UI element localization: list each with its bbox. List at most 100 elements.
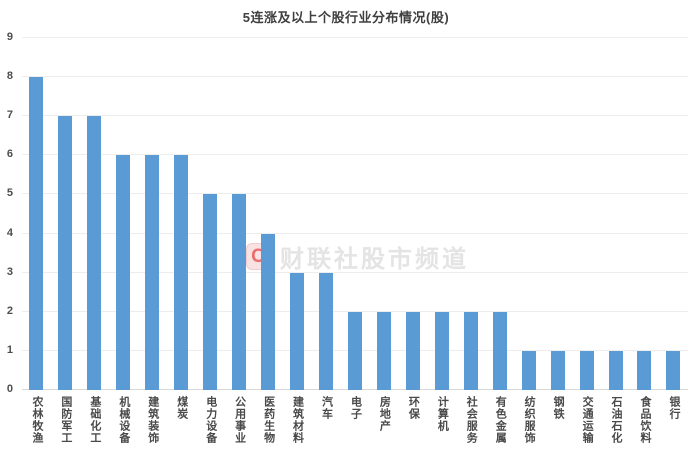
x-axis-category-label: 环保 bbox=[407, 396, 420, 420]
bar-slot: 银行 bbox=[659, 38, 688, 444]
bar-slot: 农林牧渔 bbox=[22, 38, 51, 444]
y-axis-tick-label: 7 bbox=[6, 109, 13, 122]
y-axis-tick-label: 1 bbox=[6, 343, 13, 356]
bar-area bbox=[463, 38, 478, 390]
bar-slot: 钢铁 bbox=[543, 38, 572, 444]
y-axis-tick-label: 6 bbox=[6, 148, 13, 161]
bar-area bbox=[666, 38, 681, 390]
y-axis-tick-label: 5 bbox=[6, 187, 13, 200]
bar-slot: 建筑材料 bbox=[283, 38, 312, 444]
bar-area bbox=[492, 38, 507, 390]
bar bbox=[550, 350, 565, 390]
bar-area bbox=[376, 38, 391, 390]
x-axis-category-label: 银行 bbox=[667, 396, 680, 420]
bar-area bbox=[58, 38, 73, 390]
bar bbox=[145, 155, 160, 390]
y-axis-tick-label: 4 bbox=[6, 226, 13, 239]
x-axis-category-label: 交通运输 bbox=[581, 396, 594, 444]
x-axis-category-label: 石油石化 bbox=[610, 396, 623, 444]
bar-slot: 基础化工 bbox=[80, 38, 109, 444]
bar-slot: 建筑装饰 bbox=[138, 38, 167, 444]
x-axis-category-label: 食品饮料 bbox=[638, 396, 651, 444]
bar-area bbox=[579, 38, 594, 390]
bar-area bbox=[261, 38, 276, 390]
bar-area bbox=[608, 38, 623, 390]
bar-area bbox=[434, 38, 449, 390]
x-axis-category-label: 煤炭 bbox=[175, 396, 188, 420]
gridline bbox=[22, 115, 688, 117]
y-axis-tick-label: 0 bbox=[6, 383, 13, 395]
gridline bbox=[22, 154, 688, 156]
x-axis-category-label: 国防军工 bbox=[59, 396, 72, 444]
bar-area bbox=[550, 38, 565, 390]
bar bbox=[29, 77, 44, 390]
x-axis-category-label: 基础化工 bbox=[88, 396, 101, 444]
bar-slot: 环保 bbox=[398, 38, 427, 444]
gridline bbox=[22, 310, 688, 312]
bar bbox=[637, 350, 652, 390]
bar-slot: 国防军工 bbox=[51, 38, 80, 444]
bar-slot: 有色金属 bbox=[485, 38, 514, 444]
x-axis-category-label: 有色金属 bbox=[494, 396, 507, 444]
bar bbox=[174, 155, 189, 390]
x-axis-category-label: 房地产 bbox=[378, 396, 391, 432]
x-axis-category-label: 机械设备 bbox=[117, 396, 130, 444]
bar bbox=[319, 272, 333, 390]
x-axis-category-label: 钢铁 bbox=[552, 396, 565, 420]
bar-area bbox=[521, 38, 536, 390]
x-axis-category-label: 电力设备 bbox=[204, 396, 217, 444]
gridline bbox=[22, 193, 688, 195]
x-axis-category-label: 计算机 bbox=[436, 396, 449, 432]
bar-area bbox=[319, 38, 333, 390]
gridline bbox=[22, 271, 688, 273]
bar bbox=[521, 350, 536, 390]
gridline bbox=[22, 232, 688, 234]
bar-slot: 食品饮料 bbox=[630, 38, 659, 444]
x-axis-category-label: 社会服务 bbox=[465, 396, 478, 444]
x-axis-category-label: 公用事业 bbox=[233, 396, 246, 444]
gridline bbox=[22, 76, 688, 78]
bar-slot: 医药生物 bbox=[254, 38, 283, 444]
bar-area bbox=[87, 38, 102, 390]
bar bbox=[116, 155, 131, 390]
bar bbox=[290, 272, 305, 390]
bar-area bbox=[116, 38, 131, 390]
bar-area bbox=[203, 38, 218, 390]
bar-area bbox=[29, 38, 44, 390]
bar-slot: 汽车 bbox=[312, 38, 341, 444]
bar bbox=[405, 311, 420, 390]
y-axis-tick-label: 3 bbox=[6, 265, 13, 278]
bar-slot: 机械设备 bbox=[109, 38, 138, 444]
bar-area bbox=[232, 38, 247, 390]
bar bbox=[492, 311, 507, 390]
bar bbox=[203, 194, 218, 390]
bar-slot: 社会服务 bbox=[456, 38, 485, 444]
bar-area bbox=[405, 38, 420, 390]
bar bbox=[463, 311, 478, 390]
bar bbox=[87, 116, 102, 390]
bar-slot: 交通运输 bbox=[572, 38, 601, 444]
x-axis-category-label: 农林牧渔 bbox=[30, 396, 43, 444]
bar bbox=[608, 350, 623, 390]
bar-area bbox=[290, 38, 305, 390]
x-axis-category-label: 电子 bbox=[349, 396, 362, 420]
bar bbox=[232, 194, 247, 390]
bar-slot: 石油石化 bbox=[601, 38, 630, 444]
bar-slot: 电力设备 bbox=[196, 38, 225, 444]
y-axis: 0 1 2 3 4 5 6 7 8 9 bbox=[0, 32, 16, 395]
bar bbox=[376, 311, 391, 390]
bar-area bbox=[637, 38, 652, 390]
x-axis-category-label: 汽车 bbox=[320, 396, 333, 420]
chart-title: 5连涨及以上个股行业分布情况(股) bbox=[242, 10, 450, 25]
x-axis-category-label: 纺织服饰 bbox=[523, 396, 536, 444]
gridline bbox=[22, 37, 688, 38]
bar-slot: 公用事业 bbox=[225, 38, 254, 444]
x-axis-category-label: 建筑材料 bbox=[291, 396, 304, 444]
y-axis-tick-label: 8 bbox=[6, 70, 13, 83]
bar-area bbox=[347, 38, 362, 390]
bar bbox=[58, 116, 73, 390]
bar-slot: 煤炭 bbox=[167, 38, 196, 444]
bar bbox=[579, 350, 594, 390]
bar bbox=[434, 311, 449, 390]
bar bbox=[261, 233, 276, 390]
